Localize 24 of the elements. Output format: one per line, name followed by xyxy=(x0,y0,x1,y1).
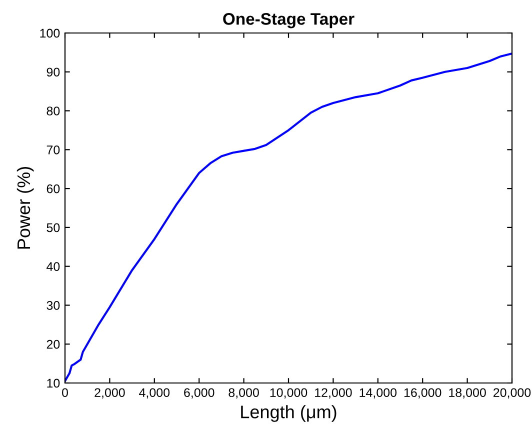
y-tick-label: 40 xyxy=(46,262,60,271)
y-tick-label: 80 xyxy=(46,106,60,116)
y-axis-title: Power (%) xyxy=(16,166,34,249)
x-tick-label: 0 xyxy=(62,388,68,398)
x-tick-label: 16,000 xyxy=(404,388,442,399)
x-tick-label: 12,000 xyxy=(315,388,352,399)
x-tick-label: 6,000 xyxy=(184,388,214,399)
y-tick-label: 100 xyxy=(40,28,60,38)
x-tick-label: 14,000 xyxy=(360,388,397,399)
x-tick-label: 4,000 xyxy=(139,388,170,399)
x-tick-label: 20,000 xyxy=(494,388,531,399)
y-tick-label: 60 xyxy=(46,184,60,194)
y-tick-label: 50 xyxy=(46,223,60,232)
y-tick-label: 20 xyxy=(46,340,60,349)
y-tick-label: 70 xyxy=(46,145,60,154)
y-tick-label: 90 xyxy=(46,68,60,77)
y-tick-label: 10 xyxy=(47,378,60,388)
x-tick-label: 2,000 xyxy=(94,388,125,399)
chart-title: One-Stage Taper xyxy=(223,13,354,28)
x-tick-label: 18,000 xyxy=(449,388,486,399)
x-tick-label: 10,000 xyxy=(270,388,308,399)
x-axis-title: Length (μm) xyxy=(241,405,336,422)
x-tick-label: 8,000 xyxy=(228,388,259,399)
y-tick-label: 30 xyxy=(46,301,60,310)
